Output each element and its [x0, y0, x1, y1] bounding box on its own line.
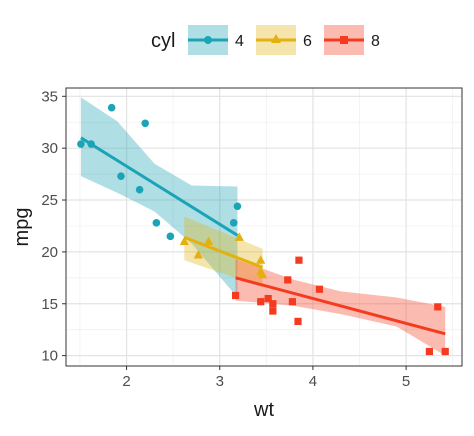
legend-label-6: 6: [303, 33, 312, 50]
legend-key-4-marker: [204, 36, 212, 44]
legend-item-4: 4: [188, 25, 244, 55]
x-tick-label: 5: [402, 373, 410, 390]
y-tick-label: 15: [41, 296, 58, 313]
legend-item-8: 8: [324, 25, 380, 55]
y-tick-label: 35: [41, 88, 58, 105]
fit-lines: [80, 136, 446, 336]
legend-key-8-marker: [340, 36, 348, 44]
grid: [66, 88, 462, 366]
data-points: [77, 103, 449, 356]
plot-border: [65, 87, 463, 367]
legend: cyl 4 6 8: [151, 25, 380, 55]
legend-title: cyl: [151, 30, 175, 52]
data-point-4: [141, 119, 149, 128]
data-point-8: [425, 347, 433, 356]
data-point-8: [441, 347, 449, 356]
data-point-4: [152, 219, 161, 227]
fit-line-4: [80, 136, 239, 237]
data-point-8: [315, 285, 324, 293]
x-tick-label: 3: [216, 373, 224, 390]
data-point-6: [193, 250, 203, 259]
data-point-6: [203, 236, 214, 246]
x-tick-label: 4: [309, 373, 317, 390]
legend-label-8: 8: [371, 33, 380, 50]
data-point-8: [284, 276, 292, 284]
axis-ticks: 2 3 4 5 10 15 20 25 30 35: [41, 88, 410, 390]
legend-item-6: 6: [256, 25, 312, 55]
y-tick-label: 20: [41, 244, 58, 261]
y-tick-label: 30: [41, 140, 58, 157]
data-point-8: [231, 291, 240, 300]
y-axis-title: mpg: [11, 208, 33, 247]
data-point-4: [135, 185, 144, 194]
legend-label-4: 4: [235, 33, 244, 50]
data-point-8: [295, 256, 303, 264]
data-point-4: [87, 140, 95, 148]
data-point-4: [233, 202, 242, 211]
data-point-4: [77, 140, 85, 148]
x-axis-title: wt: [253, 399, 274, 421]
data-point-4: [166, 232, 175, 241]
data-point-6: [256, 255, 266, 264]
data-point-4: [107, 103, 116, 112]
confidence-band-4: [80, 97, 238, 298]
y-tick-label: 10: [41, 348, 58, 365]
data-point-8: [269, 307, 277, 315]
data-point-8: [294, 317, 302, 325]
fit-line-8: [235, 276, 446, 336]
data-point-4: [117, 172, 125, 180]
data-point-6: [179, 236, 189, 246]
data-point-4: [229, 219, 238, 227]
legend-key-6-marker: [271, 34, 281, 43]
x-tick-label: 2: [122, 373, 130, 390]
data-point-6: [258, 269, 268, 279]
data-point-6: [234, 232, 244, 241]
data-point-8: [257, 298, 265, 306]
data-point-8: [434, 303, 442, 311]
data-point-8: [288, 298, 297, 306]
data-point-8: [264, 294, 272, 303]
data-point-8: [269, 300, 277, 308]
fit-line-6: [183, 235, 264, 269]
y-tick-label: 25: [41, 192, 58, 209]
